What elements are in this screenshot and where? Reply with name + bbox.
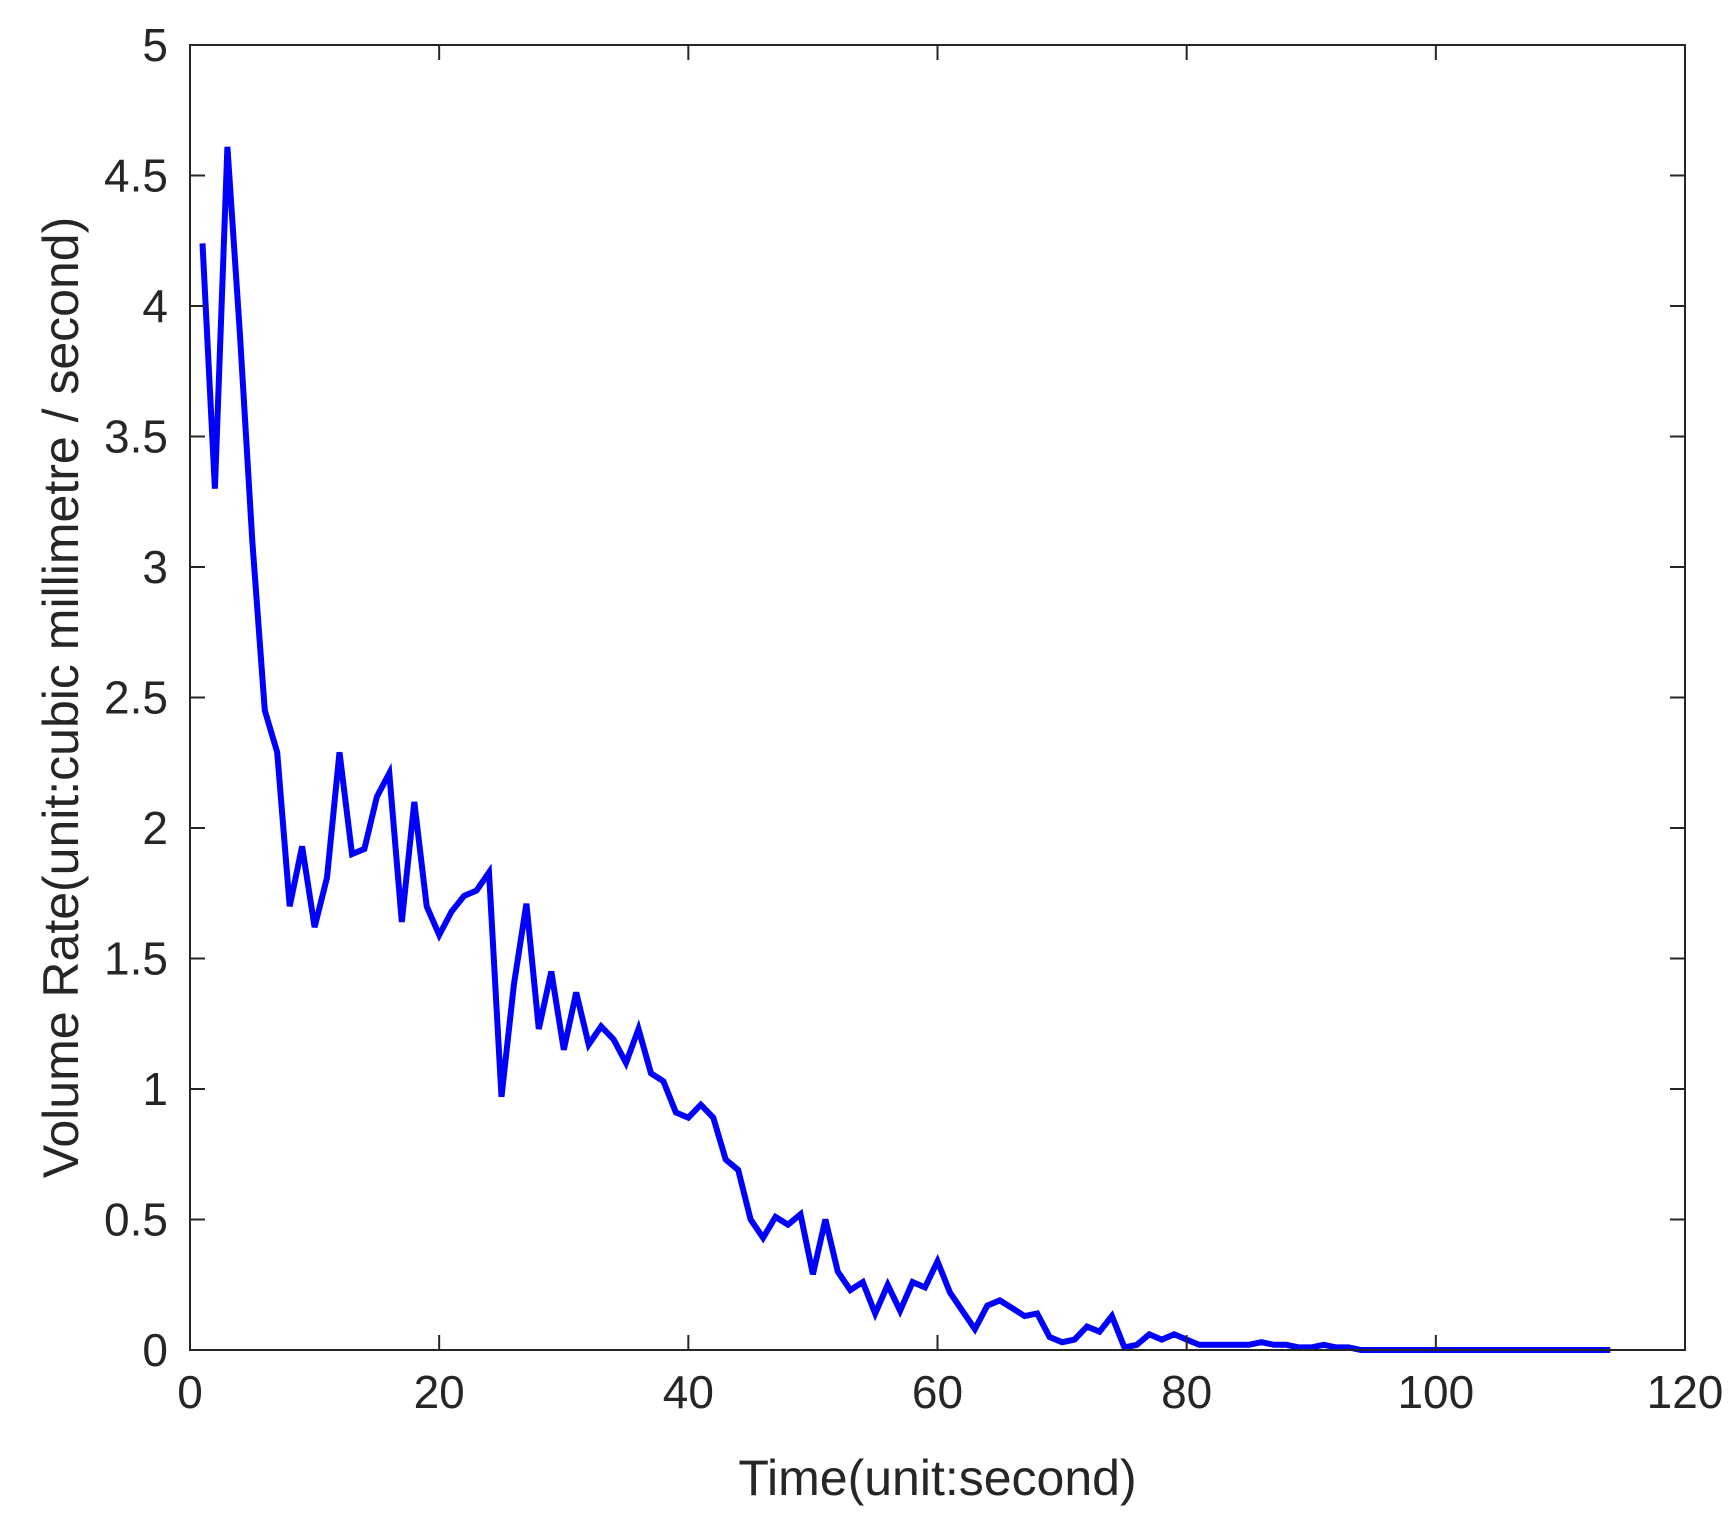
- y-tick-label: 2: [142, 802, 168, 854]
- y-tick-label: 5: [142, 19, 168, 71]
- y-tick-label: 0: [142, 1324, 168, 1376]
- x-tick-label: 120: [1647, 1366, 1724, 1418]
- y-tick-label: 1.5: [104, 933, 168, 985]
- y-tick-label: 4: [142, 280, 168, 332]
- y-tick-label: 0.5: [104, 1194, 168, 1246]
- x-tick-label: 0: [177, 1366, 203, 1418]
- y-axis-label: Volume Rate(unit:cubic millimetre / seco…: [33, 217, 89, 1179]
- x-axis-label: Time(unit:second): [738, 1450, 1136, 1506]
- x-tick-label: 60: [912, 1366, 963, 1418]
- y-tick-label: 3.5: [104, 411, 168, 463]
- x-tick-label: 20: [414, 1366, 465, 1418]
- y-tick-label: 1: [142, 1063, 168, 1115]
- x-tick-label: 80: [1161, 1366, 1212, 1418]
- x-tick-label: 40: [663, 1366, 714, 1418]
- tick-layer: 0 20 40 60 80 100 120 0 0.5 1 1.5 2 2.5 3 3.5 4 4.5 5: [104, 19, 1723, 1418]
- x-tick-label: 100: [1397, 1366, 1474, 1418]
- y-tick-label: 4.5: [104, 150, 168, 202]
- y-tick-label: 2.5: [104, 672, 168, 724]
- y-tick-label: 3: [142, 541, 168, 593]
